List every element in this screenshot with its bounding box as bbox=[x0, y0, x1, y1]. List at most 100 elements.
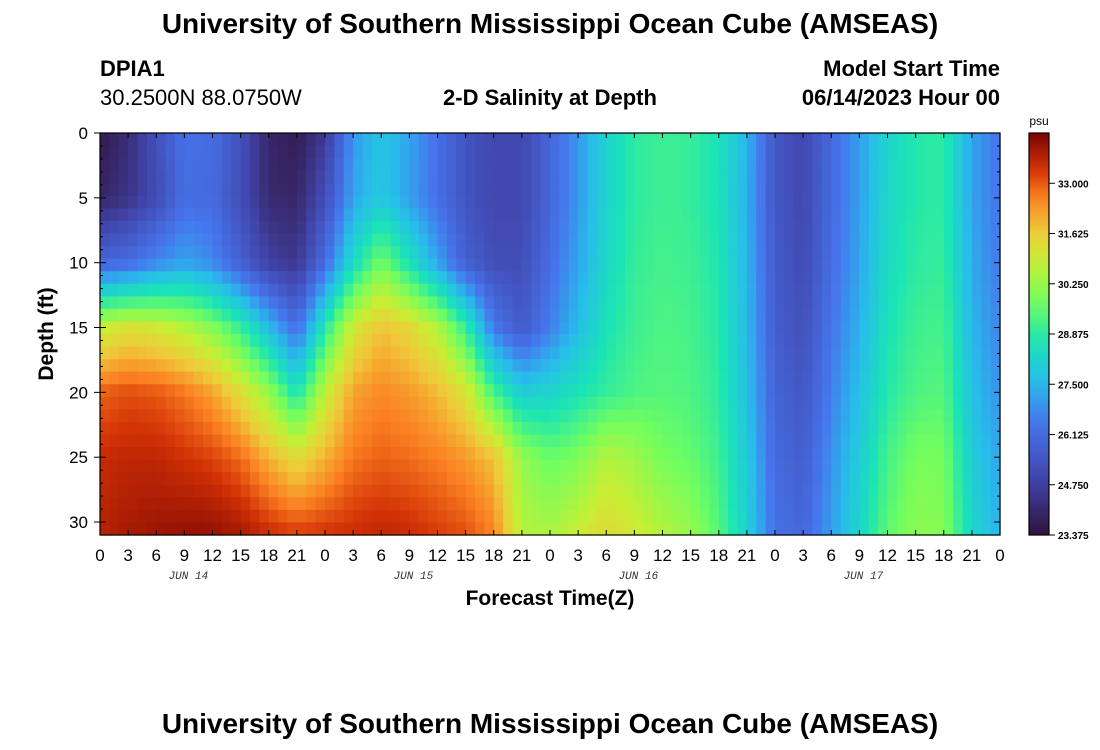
heatmap-cell bbox=[418, 283, 429, 297]
heatmap-cell bbox=[409, 396, 420, 410]
heatmap-cell bbox=[465, 321, 476, 335]
heatmap-cell bbox=[718, 271, 729, 285]
heatmap-cell bbox=[681, 271, 692, 285]
heatmap-cell bbox=[981, 459, 992, 473]
heatmap-cell bbox=[371, 497, 382, 511]
y-tick-label: 30 bbox=[69, 513, 88, 532]
heatmap-cell bbox=[925, 271, 935, 285]
heatmap-cell bbox=[793, 359, 804, 373]
heatmap-cell bbox=[718, 183, 729, 197]
heatmap-cell bbox=[212, 434, 223, 448]
heatmap-cell bbox=[896, 409, 907, 423]
heatmap-cell bbox=[165, 396, 176, 410]
heatmap-cell bbox=[756, 220, 767, 235]
heatmap-cell bbox=[859, 421, 870, 436]
heatmap-cell bbox=[184, 233, 195, 247]
heatmap-cell bbox=[475, 384, 485, 398]
heatmap-cell bbox=[184, 220, 195, 235]
heatmap-cell bbox=[878, 346, 889, 360]
heatmap-cell bbox=[746, 321, 757, 335]
heatmap-cell bbox=[709, 371, 720, 385]
heatmap-cell bbox=[887, 133, 898, 147]
heatmap-cell bbox=[353, 346, 364, 360]
heatmap-cell bbox=[456, 472, 467, 486]
heatmap-cell bbox=[137, 258, 148, 272]
heatmap-cell bbox=[840, 484, 851, 498]
heatmap-cell bbox=[653, 396, 664, 410]
heatmap-cell bbox=[250, 447, 260, 461]
heatmap-cell bbox=[690, 271, 701, 285]
heatmap-cell bbox=[868, 183, 879, 197]
heatmap-cell bbox=[390, 522, 401, 536]
heatmap-cell bbox=[306, 283, 317, 297]
heatmap-cell bbox=[587, 396, 598, 410]
heatmap-cell bbox=[353, 434, 364, 448]
heatmap-cell bbox=[240, 145, 251, 159]
heatmap-cell bbox=[165, 183, 176, 197]
heatmap-cell bbox=[109, 220, 120, 235]
heatmap-cell bbox=[887, 434, 898, 448]
heatmap-cell bbox=[100, 133, 110, 147]
heatmap-cell bbox=[325, 509, 335, 524]
heatmap-cell bbox=[550, 258, 560, 272]
heatmap-cell bbox=[878, 170, 889, 184]
heatmap-cell bbox=[146, 220, 157, 235]
heatmap-cell bbox=[803, 434, 814, 448]
heatmap-cell bbox=[531, 220, 542, 235]
heatmap-cell bbox=[915, 509, 926, 524]
heatmap-cell bbox=[925, 183, 935, 197]
heatmap-cell bbox=[803, 258, 814, 272]
heatmap-cell bbox=[212, 509, 223, 524]
heatmap-cell bbox=[962, 158, 973, 172]
heatmap-cell bbox=[193, 233, 204, 247]
heatmap-cell bbox=[906, 384, 917, 398]
heatmap-cell bbox=[634, 321, 645, 335]
heatmap-cell bbox=[615, 334, 626, 348]
heatmap-cell bbox=[737, 208, 748, 222]
heatmap-cell bbox=[896, 396, 907, 410]
heatmap-cell bbox=[100, 233, 110, 247]
heatmap-cell bbox=[634, 308, 645, 323]
heatmap-cell bbox=[971, 220, 982, 235]
heatmap-cell bbox=[446, 346, 457, 360]
heatmap-cell bbox=[484, 296, 495, 310]
heatmap-cell bbox=[475, 145, 485, 159]
heatmap-cell bbox=[287, 258, 298, 272]
heatmap-cell bbox=[343, 509, 354, 524]
heatmap-cell bbox=[493, 447, 504, 461]
heatmap-cell bbox=[418, 195, 429, 209]
heatmap-cell bbox=[521, 271, 532, 285]
heatmap-cell bbox=[662, 195, 673, 209]
heatmap-cell bbox=[700, 183, 710, 197]
heatmap-cell bbox=[418, 271, 429, 285]
heatmap-cell bbox=[587, 497, 598, 511]
heatmap-cell bbox=[643, 258, 654, 272]
heatmap-cell bbox=[493, 434, 504, 448]
heatmap-cell bbox=[343, 484, 354, 498]
heatmap-cell bbox=[325, 472, 335, 486]
heatmap-cell bbox=[353, 522, 364, 536]
heatmap-cell bbox=[100, 308, 110, 323]
heatmap-cell bbox=[371, 220, 382, 235]
heatmap-cell bbox=[390, 421, 401, 436]
heatmap-cell bbox=[718, 447, 729, 461]
heatmap-cell bbox=[906, 497, 917, 511]
heatmap-cell bbox=[306, 321, 317, 335]
heatmap-cell bbox=[175, 359, 185, 373]
x-tick-label: 18 bbox=[709, 546, 728, 565]
heatmap-cell bbox=[793, 384, 804, 398]
heatmap-cell bbox=[634, 258, 645, 272]
heatmap-cell bbox=[925, 321, 935, 335]
heatmap-cell bbox=[400, 271, 410, 285]
heatmap-cell bbox=[962, 308, 973, 323]
heatmap-cell bbox=[756, 359, 767, 373]
heatmap-cell bbox=[671, 396, 682, 410]
heatmap-cell bbox=[681, 434, 692, 448]
heatmap-cell bbox=[475, 233, 485, 247]
heatmap-cell bbox=[568, 346, 579, 360]
heatmap-cell bbox=[512, 484, 523, 498]
heatmap-cell bbox=[231, 233, 242, 247]
heatmap-cell bbox=[971, 409, 982, 423]
heatmap-cell bbox=[118, 497, 129, 511]
heatmap-cell bbox=[268, 158, 279, 172]
